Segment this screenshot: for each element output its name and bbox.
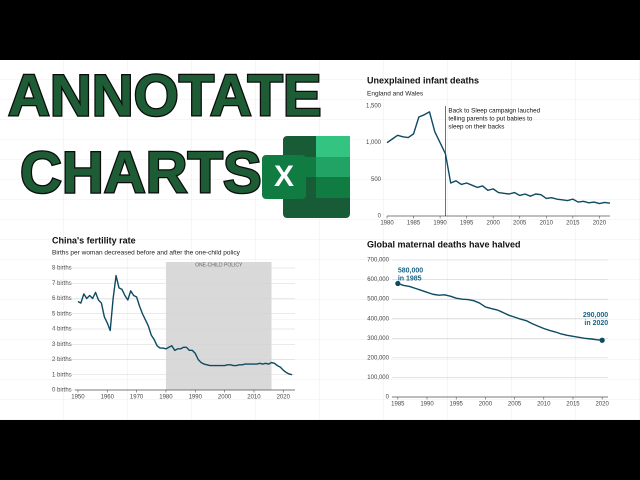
x-tick-label: 2010 <box>537 402 551 408</box>
y-tick-label: 300,000 <box>367 336 389 342</box>
x-tick-label: 2005 <box>513 221 527 227</box>
shaded-label: ONE-CHILD POLICY <box>195 262 243 268</box>
y-tick-label: 5 births <box>52 311 72 317</box>
headline: CHARTS <box>20 140 262 205</box>
x-tick-label: 2015 <box>566 221 580 227</box>
y-tick-label: 500 <box>371 177 382 183</box>
y-tick-label: 4 births <box>52 327 72 333</box>
data-point <box>599 337 605 343</box>
chart: Unexplained infant deaths England and Wal… <box>366 75 611 227</box>
y-tick-label: 1,500 <box>366 104 382 110</box>
data-line <box>386 111 611 205</box>
point-label: 580,000 <box>398 267 423 274</box>
point-label: in 2020 <box>584 320 608 327</box>
shaded-period <box>165 262 272 390</box>
x-tick-label: 1980 <box>380 221 394 227</box>
y-tick-label: 200,000 <box>367 355 389 361</box>
x-tick-label: 2010 <box>247 395 261 401</box>
x-tick-label: 1990 <box>420 402 434 408</box>
point-label: in 1985 <box>398 275 422 282</box>
data-point <box>395 280 401 287</box>
data-line <box>77 274 293 376</box>
y-tick-label: 7 births <box>52 281 72 287</box>
data-line <box>397 282 603 341</box>
chart-subtitle: Births per woman decreased before and af… <box>52 250 241 257</box>
chart: China's fertility rate Births per woman d… <box>52 235 295 401</box>
x-tick-label: 2000 <box>487 221 501 227</box>
spreadsheet-background <box>0 60 640 420</box>
svg-text:X: X <box>274 160 294 193</box>
chart-subtitle: England and Wales <box>367 91 424 98</box>
y-tick-label: 100,000 <box>367 375 389 381</box>
y-tick-label: 0 <box>386 395 390 401</box>
headline: ANNOTATE <box>8 63 322 128</box>
y-tick-label: 1 births <box>52 372 72 378</box>
y-tick-label: 8 births <box>52 266 72 272</box>
chart-title: China's fertility rate <box>52 235 136 245</box>
x-tick-label: 2000 <box>479 402 493 408</box>
x-tick-label: 1985 <box>391 402 405 408</box>
y-tick-label: 3 births <box>52 342 72 348</box>
y-tick-label: 2 births <box>52 357 72 363</box>
chart-title: Unexplained infant deaths <box>367 75 479 85</box>
x-tick-label: 2010 <box>540 221 554 227</box>
y-tick-label: 0 <box>378 214 382 220</box>
point-label: 290,000 <box>583 312 608 319</box>
x-tick-label: 1950 <box>71 395 85 401</box>
x-tick-label: 1990 <box>189 395 203 401</box>
x-tick-label: 1980 <box>159 395 173 401</box>
x-tick-label: 1995 <box>460 221 474 227</box>
annotation-text: telling parents to put babies to <box>448 116 533 123</box>
annotation-text: sleep on their backs <box>448 124 504 131</box>
x-tick-label: 2005 <box>508 402 522 408</box>
excel-logo: X <box>262 136 350 218</box>
chart: Global maternal deaths have halved 0 100,0… <box>367 239 609 407</box>
y-tick-label: 400,000 <box>367 316 389 322</box>
x-tick-label: 1970 <box>130 395 144 401</box>
x-tick-label: 2015 <box>566 402 580 408</box>
x-tick-label: 2020 <box>595 402 609 408</box>
x-tick-label: 1995 <box>450 402 464 408</box>
y-tick-label: 0 births <box>52 388 72 394</box>
x-tick-label: 2020 <box>277 395 291 401</box>
x-tick-label: 1990 <box>433 221 447 227</box>
y-tick-label: 1,000 <box>366 140 382 146</box>
y-tick-label: 6 births <box>52 296 72 302</box>
x-tick-label: 1960 <box>101 395 115 401</box>
x-tick-label: 1985 <box>407 221 421 227</box>
chart-title: Global maternal deaths have halved <box>367 239 521 249</box>
y-tick-label: 600,000 <box>367 277 389 283</box>
y-tick-label: 500,000 <box>367 297 389 303</box>
x-tick-label: 2020 <box>593 221 607 227</box>
annotation-text: Back to Sleep campaign lauched <box>448 108 540 115</box>
x-tick-label: 2000 <box>218 395 232 401</box>
y-tick-label: 700,000 <box>367 258 389 264</box>
